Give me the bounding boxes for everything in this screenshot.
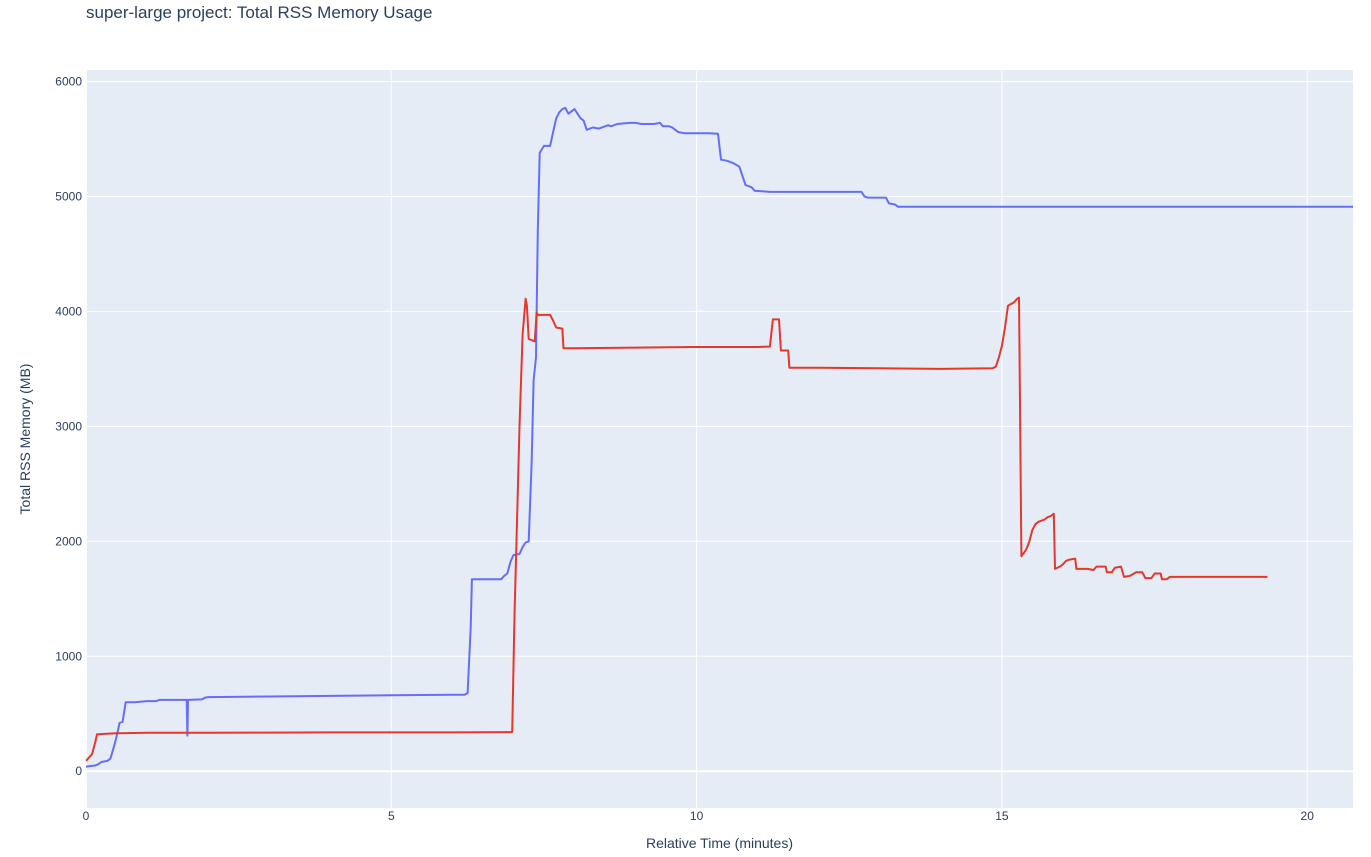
y-tick-label: 6000 (55, 74, 82, 88)
gridlines (85, 70, 1353, 808)
x-tick-label: 20 (1301, 809, 1315, 823)
series-line-2 (85, 296, 1268, 762)
y-tick-label: 2000 (55, 534, 82, 548)
series-lines (85, 106, 1353, 768)
y-tick-label: 4000 (55, 304, 82, 318)
y-tick-label: 0 (75, 764, 82, 778)
axis-ticks: 0 5 10 15 20 0 1000 2000 3000 4000 5000 6000 (55, 74, 1314, 823)
series-line-1 (85, 106, 1353, 768)
x-tick-label: 0 (83, 809, 90, 823)
chart-title: super-large project: Total RSS Memory Us… (86, 3, 433, 22)
x-tick-label: 5 (388, 809, 395, 823)
y-tick-label: 1000 (55, 649, 82, 663)
x-axis-label: Relative Time (minutes) (646, 835, 793, 851)
y-tick-label: 5000 (55, 189, 82, 203)
x-tick-label: 10 (690, 809, 704, 823)
plot-background (86, 70, 1353, 808)
y-tick-label: 3000 (55, 419, 82, 433)
y-axis-label: Total RSS Memory (MB) (17, 364, 33, 515)
x-tick-label: 15 (995, 809, 1009, 823)
